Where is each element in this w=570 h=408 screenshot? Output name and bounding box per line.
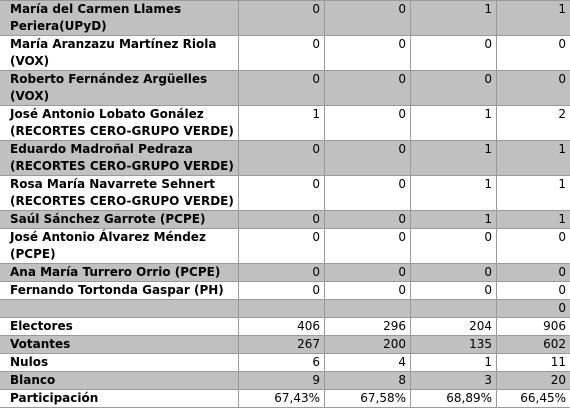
value-cell: 68,89% — [411, 390, 497, 408]
candidate-name — [0, 300, 239, 318]
total-cell: 1 — [497, 141, 570, 176]
value-cell: 0 — [411, 229, 497, 264]
value-cell: 0 — [325, 71, 411, 106]
candidate-row: Eduardo Madroñal Pedraza (RECORTES CERO-… — [0, 141, 570, 176]
value-cell: 267 — [239, 336, 325, 354]
candidate-row: 0 — [0, 300, 570, 318]
value-cell: 0 — [325, 36, 411, 71]
total-cell: 11 — [497, 354, 570, 372]
summary-label: Votantes — [0, 336, 239, 354]
value-cell: 0 — [325, 211, 411, 229]
total-cell: 0 — [497, 36, 570, 71]
value-cell: 0 — [239, 36, 325, 71]
value-cell: 1 — [411, 211, 497, 229]
candidate-name: José Antonio Lobato Gonález (RECORTES CE… — [0, 106, 239, 141]
value-cell: 1 — [411, 354, 497, 372]
summary-label: Participación — [0, 390, 239, 408]
candidate-row: José Antonio Lobato Gonález (RECORTES CE… — [0, 106, 570, 141]
summary-label: Blanco — [0, 372, 239, 390]
value-cell: 0 — [411, 264, 497, 282]
value-cell: 1 — [411, 176, 497, 211]
candidate-name: Fernando Tortonda Gaspar (PH) — [0, 282, 239, 300]
summary-label: Electores — [0, 318, 239, 336]
value-cell: 8 — [325, 372, 411, 390]
value-cell: 0 — [411, 282, 497, 300]
candidate-name: Roberto Fernández Argüelles (VOX) — [0, 71, 239, 106]
total-cell: 1 — [497, 176, 570, 211]
total-cell: 2 — [497, 106, 570, 141]
value-cell: 135 — [411, 336, 497, 354]
summary-label: Nulos — [0, 354, 239, 372]
candidate-name: María del Carmen Llames Periera(UPyD) — [0, 1, 239, 36]
value-cell: 6 — [239, 354, 325, 372]
value-cell: 67,43% — [239, 390, 325, 408]
value-cell: 1 — [411, 1, 497, 36]
value-cell: 0 — [325, 264, 411, 282]
value-cell: 9 — [239, 372, 325, 390]
candidate-name: Ana María Turrero Orrio (PCPE) — [0, 264, 239, 282]
total-cell: 0 — [497, 229, 570, 264]
value-cell: 0 — [325, 282, 411, 300]
value-cell: 0 — [411, 71, 497, 106]
total-cell: 602 — [497, 336, 570, 354]
value-cell: 1 — [411, 141, 497, 176]
candidate-name: Eduardo Madroñal Pedraza (RECORTES CERO-… — [0, 141, 239, 176]
value-cell: 0 — [239, 141, 325, 176]
value-cell: 0 — [325, 229, 411, 264]
value-cell: 0 — [325, 106, 411, 141]
value-cell: 67,58% — [325, 390, 411, 408]
candidate-name: María Aranzazu Martínez Riola (VOX) — [0, 36, 239, 71]
total-cell: 66,45% — [497, 390, 570, 408]
total-cell: 0 — [497, 264, 570, 282]
value-cell: 296 — [325, 318, 411, 336]
value-cell: 0 — [239, 282, 325, 300]
value-cell: 0 — [239, 176, 325, 211]
candidate-name: José Antonio Álvarez Méndez (PCPE) — [0, 229, 239, 264]
total-cell: 0 — [497, 71, 570, 106]
value-cell: 0 — [239, 71, 325, 106]
value-cell: 0 — [239, 211, 325, 229]
candidate-name: Rosa María Navarrete Sehnert (RECORTES C… — [0, 176, 239, 211]
value-cell — [411, 300, 497, 318]
value-cell: 0 — [325, 141, 411, 176]
value-cell — [239, 300, 325, 318]
value-cell: 1 — [239, 106, 325, 141]
value-cell: 1 — [411, 106, 497, 141]
value-cell — [325, 300, 411, 318]
total-cell: 0 — [497, 300, 570, 318]
value-cell: 0 — [411, 36, 497, 71]
value-cell: 0 — [325, 176, 411, 211]
value-cell: 0 — [239, 229, 325, 264]
total-cell: 906 — [497, 318, 570, 336]
value-cell: 204 — [411, 318, 497, 336]
value-cell: 0 — [239, 1, 325, 36]
total-cell: 20 — [497, 372, 570, 390]
value-cell: 200 — [325, 336, 411, 354]
value-cell: 406 — [239, 318, 325, 336]
candidate-name: Saúl Sánchez Garrote (PCPE) — [0, 211, 239, 229]
candidate-row: Rosa María Navarrete Sehnert (RECORTES C… — [0, 176, 570, 211]
value-cell: 4 — [325, 354, 411, 372]
total-cell: 1 — [497, 211, 570, 229]
total-cell: 1 — [497, 1, 570, 36]
value-cell: 3 — [411, 372, 497, 390]
value-cell: 0 — [239, 264, 325, 282]
total-cell: 0 — [497, 282, 570, 300]
value-cell: 0 — [325, 1, 411, 36]
